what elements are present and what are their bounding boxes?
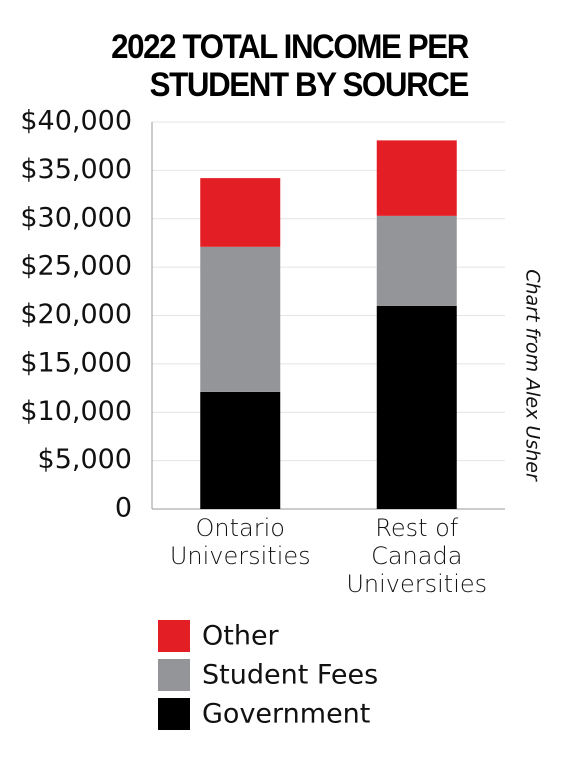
bar-segment: [376, 140, 457, 216]
y-tick-label: $10,000: [20, 396, 132, 427]
y-tick-label: $40,000: [20, 106, 132, 137]
legend-swatch: [158, 659, 190, 691]
legend-swatch: [158, 698, 190, 730]
x-tick-label: Rest of Canada Universities: [346, 514, 488, 598]
bar-segment: [200, 178, 281, 247]
bar-segment: [376, 305, 457, 509]
x-tick-label: Ontario Universities: [169, 514, 311, 570]
bar-segment: [200, 246, 281, 392]
y-tick-label: $20,000: [20, 299, 132, 330]
legend-label: Student Fees: [202, 660, 378, 691]
y-tick-label: $35,000: [20, 154, 132, 185]
bar-segment: [376, 215, 457, 306]
chart-title: 2022 TOTAL INCOME PER STUDENT BY SOURCE: [111, 28, 469, 104]
legend-label: Government: [202, 699, 370, 730]
y-tick-label: $15,000: [20, 347, 132, 378]
y-tick-label: $30,000: [20, 202, 132, 233]
annotation: Chart from Alex Usher: [522, 269, 544, 482]
legend-label: Other: [202, 621, 280, 652]
y-tick-label: $25,000: [20, 251, 132, 282]
legend-swatch: [158, 620, 190, 652]
bar-segment: [200, 391, 281, 509]
y-tick-label: $5,000: [38, 444, 132, 475]
y-tick-label: 0: [115, 493, 132, 524]
